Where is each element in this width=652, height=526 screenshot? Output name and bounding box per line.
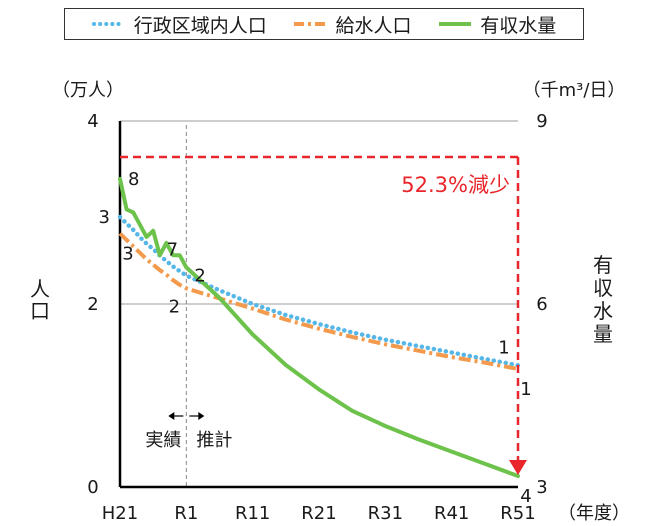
data-label: 2	[194, 266, 205, 287]
y-left-tick-label: 4	[87, 111, 98, 132]
y-left-title-char: 口	[30, 299, 50, 323]
legend-swatch-population-icon	[91, 22, 126, 26]
series-line	[118, 176, 520, 478]
y-right-unit: （千m³/日）	[523, 80, 626, 101]
x-unit: （年度）	[558, 503, 630, 524]
y-left-title-char: 人	[30, 277, 50, 301]
legend-label: 給水人口	[335, 14, 412, 37]
projection-arrowhead-icon	[198, 412, 205, 420]
legend-item: 給水人口	[293, 11, 412, 38]
y-right-tick-label: 6	[536, 294, 547, 315]
legend-swatch-water-icon	[439, 22, 472, 26]
y-left-tick-label: 2	[87, 294, 98, 315]
x-tick-label: R51	[500, 503, 535, 524]
series-line	[118, 232, 519, 371]
x-tick-label: R21	[301, 503, 336, 524]
legend-label: 有収水量	[480, 14, 557, 37]
data-label: 7	[167, 239, 178, 260]
series-line	[117, 214, 521, 368]
x-tick-label: R11	[235, 503, 270, 524]
reduction-arrowhead-icon	[509, 460, 527, 476]
data-label: 1	[520, 379, 531, 400]
legend-item: 行政区域内人口	[91, 11, 267, 38]
y-right-title-char: 有	[593, 253, 613, 277]
legend-swatch-supply-icon	[294, 22, 327, 26]
data-label: 3	[99, 207, 110, 228]
y-right-tick-label: 9	[536, 111, 547, 132]
divider-label-projection: 推計	[196, 430, 232, 451]
reduction-annotation: 52.3%減少	[401, 173, 510, 197]
y-left-tick-label: 0	[87, 477, 98, 498]
legend-item: 有収水量	[438, 11, 556, 38]
x-tick-label: R31	[368, 503, 403, 524]
x-tick-label: R41	[434, 503, 469, 524]
x-tick-label: R1	[174, 503, 198, 524]
y-right-title-char: 水	[593, 299, 613, 323]
y-right-title-char: 量	[593, 322, 613, 346]
legend-label: 行政区域内人口	[133, 14, 267, 37]
actual-arrowhead-icon	[168, 412, 175, 420]
legend: 行政区域内人口 給水人口 有収水量	[64, 8, 584, 40]
y-right-title-char: 収	[593, 276, 613, 300]
data-label: 3	[122, 244, 133, 265]
x-tick-label: H21	[102, 503, 138, 524]
y-left-unit: （万人）	[52, 80, 124, 101]
y-right-tick-label: 3	[536, 477, 547, 498]
data-label: 8	[128, 169, 139, 190]
data-label: 1	[498, 337, 509, 358]
divider-label-actual: 実績	[145, 430, 181, 451]
data-label: 2	[169, 296, 180, 317]
data-label: 4	[520, 486, 531, 507]
